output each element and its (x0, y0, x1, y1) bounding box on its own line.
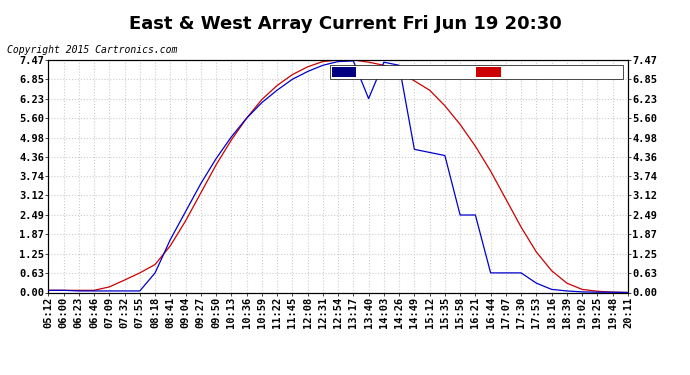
Text: East & West Array Current Fri Jun 19 20:30: East & West Array Current Fri Jun 19 20:… (128, 15, 562, 33)
Text: Copyright 2015 Cartronics.com: Copyright 2015 Cartronics.com (7, 45, 177, 55)
Legend: East Array (DC Amps), West Array (DC Amps): East Array (DC Amps), West Array (DC Amp… (330, 65, 623, 79)
